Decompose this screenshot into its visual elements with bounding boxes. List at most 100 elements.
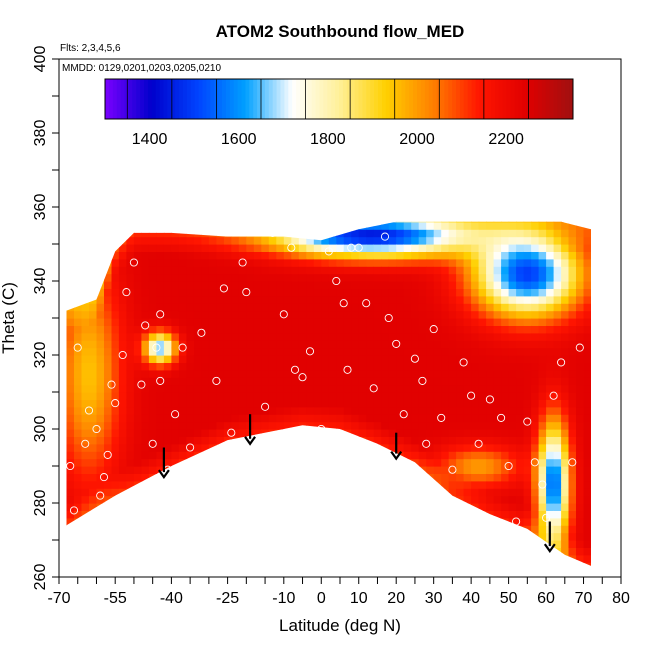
heatmap-cell xyxy=(66,355,75,363)
colorbar-segment xyxy=(498,79,504,119)
heatmap-cell xyxy=(276,258,285,267)
heatmap-cell xyxy=(156,540,165,548)
heatmap-cell xyxy=(313,281,322,289)
heatmap-cell xyxy=(66,510,68,519)
heatmap-cell xyxy=(373,562,382,566)
heatmap-cell xyxy=(66,540,75,548)
heatmap-cell xyxy=(433,495,442,504)
observation-point xyxy=(557,358,566,367)
heatmap-cell xyxy=(336,443,345,452)
heatmap-cell xyxy=(186,443,195,452)
heatmap-cell xyxy=(89,355,98,363)
heatmap-cell xyxy=(336,266,345,275)
heatmap-cell xyxy=(208,244,217,252)
heatmap-cell xyxy=(141,436,150,445)
heatmap-cell xyxy=(238,443,247,452)
heatmap-cell xyxy=(81,421,90,430)
heatmap-cell xyxy=(403,340,412,349)
heatmap-cell xyxy=(456,429,465,437)
heatmap-cell xyxy=(328,466,337,474)
heatmap-cell xyxy=(591,370,599,378)
heatmap-cell xyxy=(291,517,300,526)
heatmap-cell xyxy=(523,532,532,541)
heatmap-cell xyxy=(59,207,67,215)
heatmap-cell xyxy=(321,436,330,445)
heatmap-cell xyxy=(553,414,562,423)
heatmap-cell xyxy=(351,221,360,230)
heatmap-cell xyxy=(463,488,472,497)
x-tick-label: 60 xyxy=(537,590,555,607)
heatmap-cell xyxy=(216,510,225,519)
heatmap-cell xyxy=(358,510,367,519)
heatmap-cell xyxy=(388,540,397,548)
colorbar-segment xyxy=(105,79,110,119)
heatmap-cell xyxy=(178,436,187,445)
heatmap-cell xyxy=(493,429,502,437)
heatmap-cell xyxy=(336,288,345,297)
observation-point xyxy=(538,480,547,489)
x-tick-label: 20 xyxy=(387,590,405,607)
heatmap-cell xyxy=(253,547,262,556)
heatmap-cell xyxy=(343,236,352,245)
heatmap-cell xyxy=(373,229,382,238)
heatmap-cell xyxy=(501,258,510,267)
heatmap-cell xyxy=(523,384,532,393)
heatmap-cell xyxy=(126,421,135,430)
heatmap-cell xyxy=(546,236,555,245)
heatmap-cell xyxy=(561,488,570,497)
heatmap-cell xyxy=(493,466,502,474)
heatmap-cell xyxy=(373,473,382,482)
heatmap-cell xyxy=(411,421,420,430)
colorbar-segment xyxy=(280,79,285,119)
heatmap-cell xyxy=(576,310,585,319)
heatmap-cell xyxy=(133,369,142,378)
heatmap-cell xyxy=(261,480,270,489)
heatmap-cell xyxy=(433,547,442,556)
heatmap-cell xyxy=(171,369,180,378)
heatmap-cell xyxy=(253,458,262,467)
heatmap-cell xyxy=(66,303,68,312)
heatmap-cell xyxy=(523,458,532,467)
heatmap-cell xyxy=(546,384,555,393)
heatmap-cell xyxy=(358,310,367,319)
heatmap-cell xyxy=(164,570,172,578)
heatmap-cell xyxy=(463,355,472,363)
heatmap-cell xyxy=(223,532,232,541)
heatmap-cell xyxy=(403,258,412,267)
heatmap-cell xyxy=(441,525,450,534)
heatmap-cell xyxy=(531,288,540,297)
heatmap-cell xyxy=(448,399,457,408)
heatmap-cell xyxy=(433,355,442,363)
heatmap-cell xyxy=(178,244,187,252)
heatmap-cell xyxy=(306,458,315,467)
heatmap-cell xyxy=(193,525,202,534)
heatmap-cell xyxy=(523,443,532,452)
heatmap-cell xyxy=(253,369,262,378)
heatmap-cell xyxy=(396,414,405,423)
heatmap-cell xyxy=(561,332,570,341)
heatmap-cell xyxy=(81,229,90,238)
heatmap-cell xyxy=(583,399,591,408)
heatmap-cell xyxy=(223,421,232,430)
heatmap-cell xyxy=(501,377,510,386)
heatmap-cell xyxy=(478,244,487,252)
heatmap-cell xyxy=(553,273,562,282)
heatmap-cell xyxy=(306,244,315,252)
observation-point xyxy=(99,473,109,482)
heatmap-cell xyxy=(261,362,270,371)
heatmap-cell xyxy=(426,303,435,312)
heatmap-cell xyxy=(253,384,262,393)
heatmap-cell xyxy=(133,340,142,349)
heatmap-cell xyxy=(276,429,285,437)
heatmap-cell xyxy=(538,310,547,319)
heatmap-cell xyxy=(96,436,105,445)
heatmap-cell xyxy=(336,251,345,260)
heatmap-cell xyxy=(291,570,299,578)
heatmap-cell xyxy=(583,540,591,548)
heatmap-cell xyxy=(81,362,90,371)
heatmap-cell xyxy=(201,288,210,297)
heatmap-cell xyxy=(126,221,135,223)
heatmap-cell xyxy=(373,340,382,349)
heatmap-cell xyxy=(216,554,225,563)
heatmap-cell xyxy=(66,392,75,400)
